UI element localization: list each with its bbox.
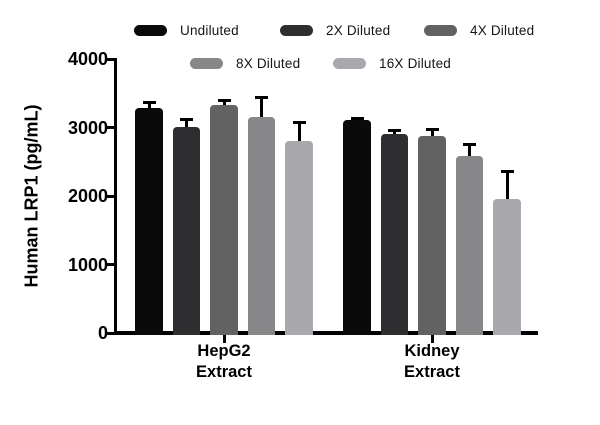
error-bar-stem bbox=[260, 95, 263, 118]
legend-swatch-undiluted bbox=[134, 24, 167, 36]
y-tick-label-1000: 1000 bbox=[67, 254, 108, 275]
legend-label: Undiluted bbox=[180, 22, 239, 38]
legend-item-undiluted: Undiluted bbox=[134, 21, 239, 39]
x-tick-mark-kidney-extract bbox=[430, 335, 434, 343]
y-tick-label-0: 0 bbox=[97, 323, 108, 343]
legend-swatch-16x-diluted bbox=[333, 57, 366, 69]
legend-label: 2X Diluted bbox=[326, 22, 391, 38]
x-tick-mark-hepg2-extract bbox=[222, 335, 226, 343]
x-axis-label-kidney-extract: Kidney Extract bbox=[362, 341, 502, 383]
x-axis-label-line: Extract bbox=[196, 363, 252, 381]
legend-swatch-8x-diluted bbox=[190, 57, 223, 69]
error-bar-cap bbox=[500, 169, 514, 173]
x-axis-label-line: HepG2 bbox=[197, 342, 251, 360]
y-tick-mark bbox=[105, 194, 114, 198]
error-bar-stem bbox=[222, 99, 226, 106]
bar-kidney-extract-8x-diluted bbox=[455, 155, 484, 335]
x-axis-label-line: Kidney bbox=[404, 342, 460, 360]
bar-hepg2-extract-16x-diluted bbox=[285, 141, 313, 335]
y-tick-mark bbox=[105, 331, 114, 335]
y-tick-label-4000: 4000 bbox=[67, 49, 108, 69]
bar-kidney-extract-4x-diluted bbox=[418, 136, 446, 335]
bar-kidney-extract-undiluted bbox=[343, 119, 371, 335]
y-tick-label-2000: 2000 bbox=[67, 186, 108, 206]
legend-item-16x-diluted: 16X Diluted bbox=[333, 54, 451, 72]
bar-kidney-extract-16x-diluted bbox=[493, 198, 521, 335]
bar-hepg2-extract-2x-diluted bbox=[172, 126, 201, 335]
x-axis-label-line: Extract bbox=[404, 363, 460, 381]
x-axis-line bbox=[114, 331, 538, 335]
legend-swatch-4x-diluted bbox=[424, 24, 457, 36]
bar-kidney-extract-2x-diluted bbox=[380, 134, 409, 335]
y-tick-label-3000: 3000 bbox=[67, 117, 108, 138]
error-bar-stem bbox=[505, 169, 509, 199]
error-bar-stem bbox=[297, 121, 301, 142]
error-bar-cap bbox=[217, 99, 231, 103]
y-tick-mark bbox=[105, 263, 114, 266]
y-axis-title: Human LRP1 (pg/mL) bbox=[21, 104, 42, 288]
error-bar-stem bbox=[185, 117, 188, 127]
error-bar-cap bbox=[463, 142, 476, 146]
error-bar-cap bbox=[388, 128, 401, 132]
legend-item-4x-diluted: 4X Diluted bbox=[424, 21, 534, 39]
bar-hepg2-extract-8x-diluted bbox=[247, 117, 276, 335]
error-bar-cap bbox=[292, 121, 306, 125]
legend-swatch-2x-diluted bbox=[280, 24, 313, 36]
error-bar-stem bbox=[430, 128, 434, 137]
legend-label: 16X Diluted bbox=[379, 55, 451, 71]
error-bar-cap bbox=[425, 128, 439, 132]
bar-hepg2-extract-4x-diluted bbox=[210, 105, 238, 335]
legend-label: 8X Diluted bbox=[236, 55, 301, 71]
bar-hepg2-extract-undiluted bbox=[135, 108, 163, 335]
error-bar-stem bbox=[147, 101, 151, 109]
y-tick-mark bbox=[105, 126, 114, 129]
y-tick-mark bbox=[105, 57, 114, 61]
error-bar-stem bbox=[468, 142, 471, 156]
error-bar-cap bbox=[180, 117, 193, 121]
legend-item-2x-diluted: 2X Diluted bbox=[280, 21, 390, 39]
error-bar-cap bbox=[142, 101, 156, 105]
error-bar-cap bbox=[350, 116, 364, 120]
error-bar-cap bbox=[255, 95, 268, 99]
legend-label: 4X Diluted bbox=[470, 22, 535, 38]
x-axis-label-hepg2-extract: HepG2 Extract bbox=[154, 341, 294, 383]
legend-item-8x-diluted: 8X Diluted bbox=[190, 54, 300, 72]
y-axis-line bbox=[114, 58, 117, 335]
